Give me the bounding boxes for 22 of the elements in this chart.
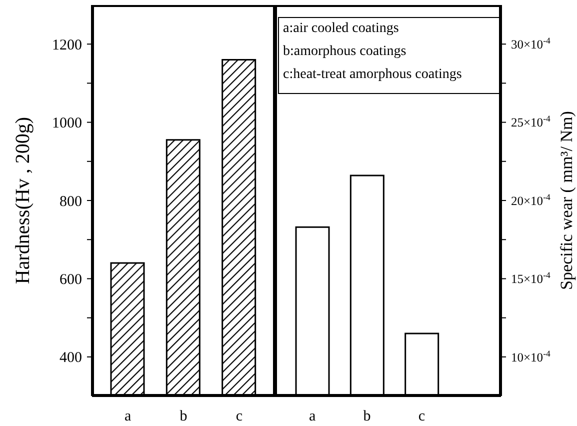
x-tick-label: b <box>180 408 188 425</box>
text-box: a:air cooled coatings b:amorphous coatings c:heat-treat amorphous coatings <box>278 17 500 94</box>
y-axis-title: Specific wear ( mm³/ Nm) <box>556 111 576 290</box>
y-tick-label: 30×10$^{-4}$ <box>511 35 551 52</box>
x-tick-label: a <box>308 408 316 425</box>
y-tick-label: 600 <box>60 272 82 288</box>
y-tick-label: 20×10$^{-4}$ <box>511 192 551 208</box>
y-axis-title: Hardness(Hv , 200g) <box>12 116 34 284</box>
y-tick-label: 1000 <box>52 116 82 132</box>
y-tick-label: 1200 <box>52 37 82 54</box>
y-tick-label: 10×10$^{-4}$ <box>511 348 551 364</box>
y-tick-label: 25×10$^{-4}$ <box>511 114 551 130</box>
y-tick-label: 15×10$^{-4}$ <box>511 270 551 286</box>
y-tick-label: 800 <box>60 194 82 210</box>
x-tick-label: b <box>363 408 371 425</box>
x-tick-label: c <box>418 408 426 425</box>
y-tick-label: 400 <box>60 350 82 366</box>
annotation: c:heat-treat amorphous coatings <box>283 67 463 83</box>
x-tick-label: c <box>236 408 243 425</box>
annotation: a:air cooled coatings <box>283 21 400 37</box>
annotation: b:amorphous coatings <box>283 44 408 60</box>
x-tick-label: a <box>124 408 132 425</box>
